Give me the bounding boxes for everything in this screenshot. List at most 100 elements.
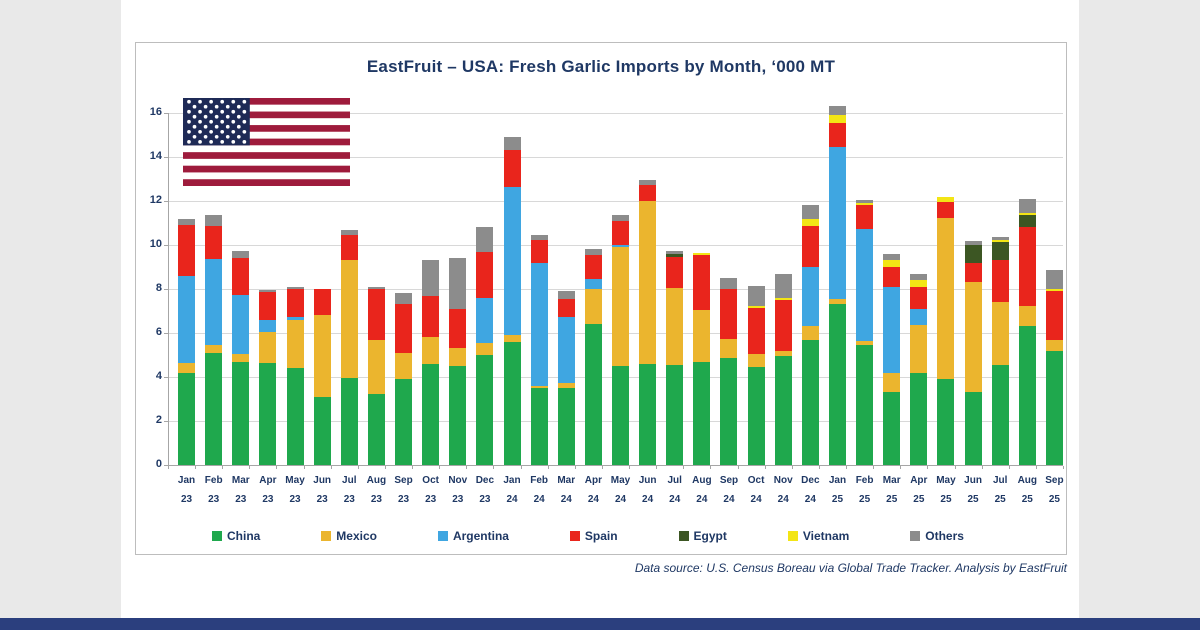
legend-swatch-icon [910,531,921,541]
x-axis-label-line: May [285,475,305,486]
bar-segment-others [422,260,440,296]
bar-segment-others [530,235,548,240]
x-axis-label-line: 23 [343,494,355,505]
bar-segment-argentina [584,279,602,289]
x-axis-line [168,465,1063,466]
x-axis-label-line: 24 [614,494,627,505]
bar-segment-mexico [503,335,521,342]
x-axis-label: Sep 23 [389,471,419,509]
legend-label: Spain [584,529,618,543]
x-axis-tick [1008,466,1010,469]
bar-segment-china [286,368,304,465]
y-axis-tick [164,113,168,114]
legend-label: Others [925,529,964,543]
bar-segment-vietnam [747,305,765,308]
bar-segment-spain [503,150,521,187]
gridline-y14 [168,157,1063,158]
bar-segment-spain [666,257,684,288]
x-axis-tick [276,466,278,469]
bar-segment-mexico [693,309,711,362]
bar-segment-china [828,304,846,465]
legend-item-argentina: Argentina [437,529,509,543]
bar-segment-argentina [503,186,521,336]
bar-segment-spain [883,267,901,287]
x-axis-label: Sep 24 [714,471,744,509]
y-axis-tick [164,289,168,290]
x-axis-tick [981,466,983,469]
x-axis-label-line: Feb [530,475,549,486]
x-axis-label-line: 24 [804,494,816,505]
bar-segment-argentina [259,319,277,332]
x-axis-label-line: 23 [479,494,491,505]
y-axis-tick-label: 8 [155,282,162,294]
stacked-bar-mar-25 [883,0,901,465]
x-axis-label-line: Apr [584,475,602,486]
x-axis-tick [710,466,712,469]
x-axis-label-line: Oct [422,475,439,486]
bar-segment-mexico [259,331,277,363]
bar-segment-china [422,363,440,465]
x-axis-tick [574,466,576,469]
legend-label: Mexico [336,529,377,543]
x-axis-label: Jan 24 [497,471,527,509]
legend-swatch-icon [678,531,689,541]
stacked-bar-jan-24 [503,0,521,465]
bar-segment-mexico [883,372,901,393]
chart-legend: China Mexico Argentina Spain Egypt Vietnam Oth… [212,529,964,543]
bar-segment-mexico [557,382,575,388]
usa-flag-icon [183,98,350,186]
bar-segment-china [313,396,331,465]
y-axis-tick [164,245,168,246]
x-axis-label: Jul 23 [334,471,364,509]
y-axis-tick [164,333,168,334]
x-axis-tick [683,466,685,469]
bar-segment-vietnam [937,196,955,203]
bar-segment-spain [395,304,413,353]
x-axis-label-line: 25 [994,494,1006,505]
bar-segment-spain [449,308,467,349]
bar-segment-china [612,366,629,465]
legend-swatch-icon [569,531,580,541]
x-axis-label-line: 23 [370,494,382,505]
x-axis-label-line: 24 [587,494,599,505]
bar-segment-argentina [557,316,575,383]
bar-segment-mexico [801,326,819,340]
x-axis-label-line: 25 [886,494,898,505]
bar-segment-mexico [367,339,385,394]
x-axis-tick [791,466,793,469]
y-axis-tick-label: 14 [149,150,162,162]
bar-segment-mexico [449,348,467,366]
stacked-bar-apr-23 [259,0,277,465]
stacked-bar-may-24 [612,0,629,465]
bar-segment-others [232,250,250,259]
x-axis-label-line: Jan [503,475,521,486]
x-axis-label: Apr 23 [253,471,283,509]
x-axis-label: Mar 24 [551,471,581,509]
bar-segment-china [557,388,575,465]
x-axis-label: Oct 23 [416,471,446,509]
bar-segment-china [259,362,277,465]
bar-segment-vietnam [856,203,874,206]
x-axis-label-line: Sep [719,475,739,486]
x-axis-label-line: 25 [859,494,871,505]
bar-segment-mexico [720,338,738,359]
x-axis-label-line: Feb [204,475,223,486]
stacked-bar-jan-25 [828,0,846,465]
x-axis-label-line: May [936,475,956,486]
x-axis-tick [168,466,169,469]
bar-segment-spain [422,295,440,338]
x-axis-label: Dec 24 [795,471,825,509]
bar-segment-others [964,240,982,245]
bar-segment-others [639,180,657,185]
x-axis-label: Sep 25 [1039,471,1069,509]
bar-segment-mexico [584,289,602,325]
x-axis-tick [493,466,495,469]
stacked-bar-dec-23 [476,0,494,465]
bar-segment-mexico [286,319,304,369]
bar-segment-argentina [910,308,928,326]
legend-swatch-icon [212,531,222,541]
y-axis-tick-label: 12 [149,194,162,206]
bar-segment-others [557,291,575,299]
bar-segment-spain [964,262,982,283]
legend-label: Vietnam [802,529,850,543]
